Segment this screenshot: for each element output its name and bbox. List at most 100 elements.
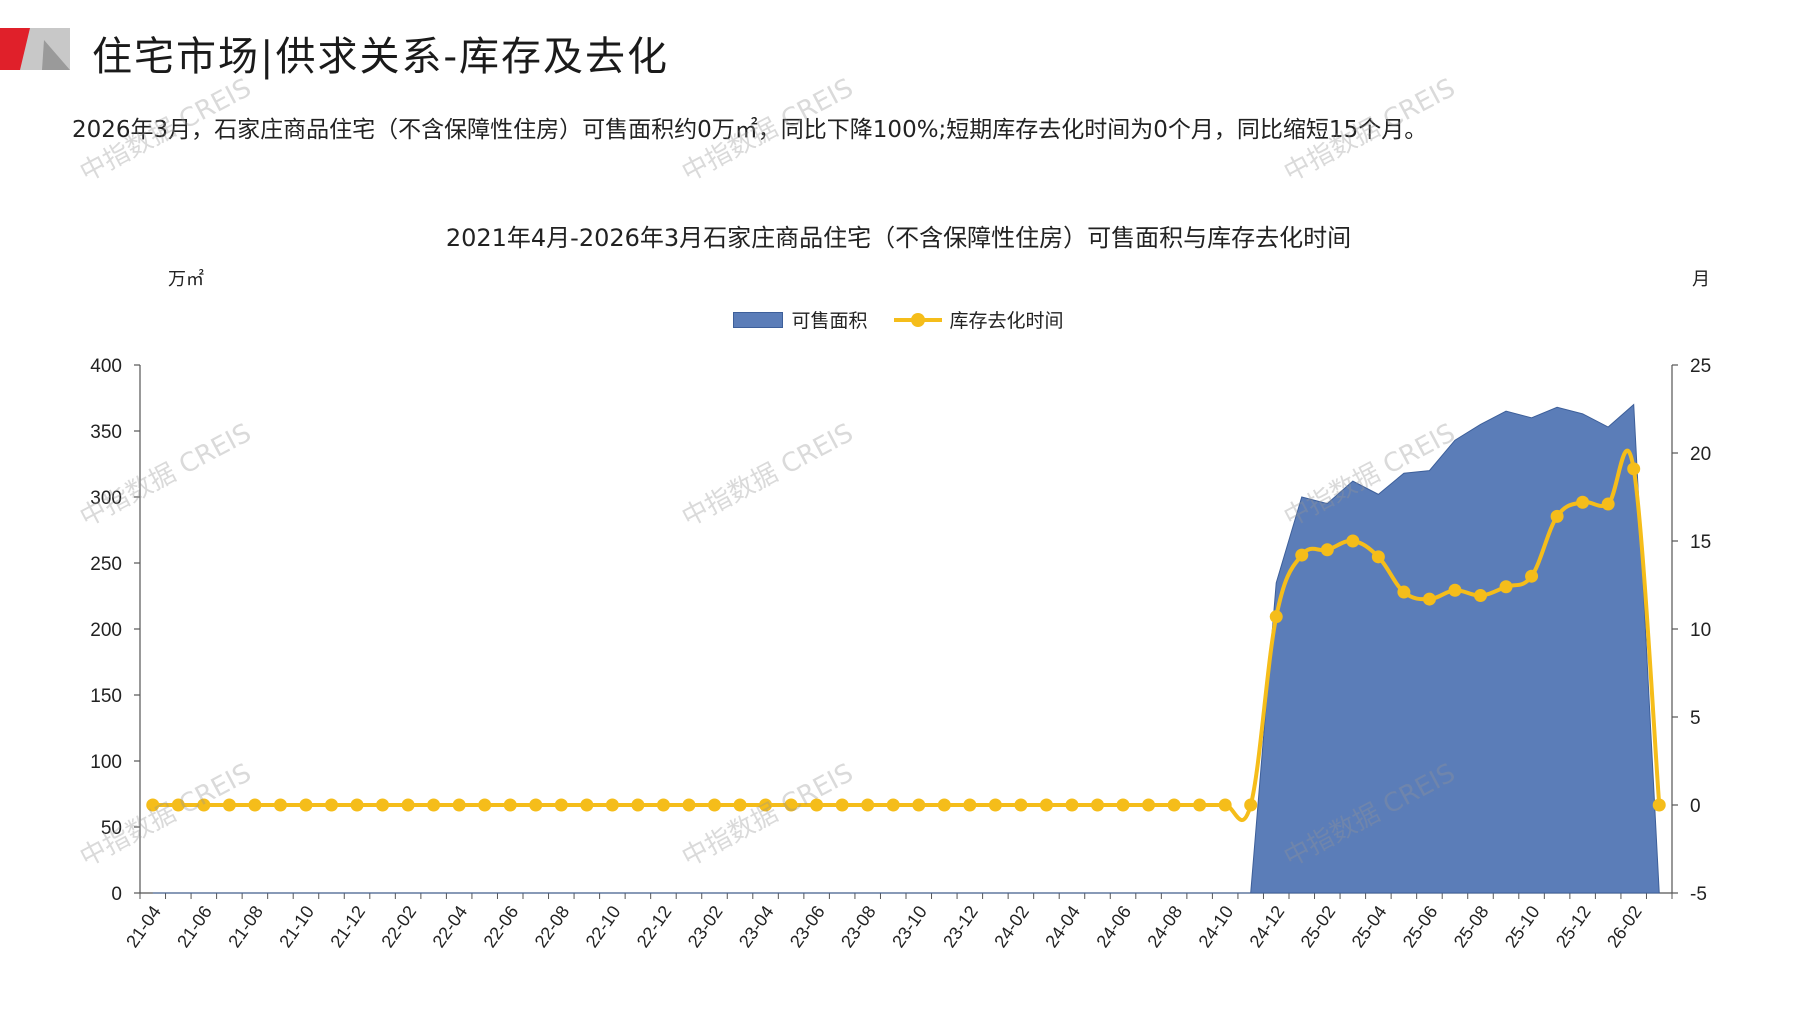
left-tick-label: 300	[90, 488, 122, 509]
chart-title: 2021年4月-2026年3月石家庄商品住宅（不含保障性住房）可售面积与库存去化…	[445, 224, 1352, 252]
line-series-point	[350, 798, 364, 812]
line-series-point	[1652, 798, 1666, 812]
left-axis-unit: 万㎡	[168, 269, 204, 290]
line-series-point	[1550, 509, 1564, 523]
line-series-point	[1525, 569, 1539, 583]
line-series-point	[1142, 798, 1156, 812]
left-tick-label: 0	[111, 884, 122, 905]
legend-area-label: 可售面积	[791, 310, 868, 332]
line-series-point	[325, 798, 338, 812]
line-series-point	[631, 798, 645, 812]
left-tick-label: 350	[90, 422, 122, 443]
line-series-point	[1448, 583, 1462, 597]
line-series-point	[1346, 534, 1360, 548]
line-series-point	[1014, 798, 1028, 812]
x-tick-label: 25-08	[1450, 902, 1493, 951]
right-tick-label: -5	[1690, 884, 1707, 905]
line-series-point	[835, 798, 849, 812]
line-series-point	[1091, 798, 1104, 812]
x-tick-label: 25-10	[1501, 902, 1544, 951]
summary-text: 2026年3月，石家庄商品住宅（不含保障性住房）可售面积约0万㎡，同比下降100…	[72, 117, 1428, 143]
line-series-point	[146, 798, 160, 812]
line-series-point	[376, 798, 390, 812]
right-tick-label: 5	[1690, 708, 1701, 729]
line-series-point	[580, 798, 594, 812]
line-series-point	[963, 798, 977, 812]
left-tick-label: 150	[90, 686, 122, 707]
line-series-point	[1218, 798, 1232, 812]
x-tick-label: 23-06	[786, 902, 829, 951]
area-series-saleable	[152, 403, 1660, 894]
line-series-point	[988, 798, 1002, 812]
left-tick-label: 50	[101, 818, 122, 839]
line-series-point	[452, 798, 466, 812]
x-tick-label: 24-06	[1092, 902, 1135, 951]
line-series-point	[1627, 462, 1641, 476]
line-series-point	[784, 798, 798, 812]
x-tick-label: 22-04	[428, 902, 471, 951]
line-series-point	[1576, 495, 1590, 509]
line-series-point	[1320, 543, 1334, 557]
legend-area-swatch	[733, 311, 784, 328]
line-series-point	[427, 798, 441, 812]
line-series-point	[401, 798, 415, 812]
line-series-point	[886, 798, 900, 812]
line-series-point	[1397, 585, 1411, 599]
line-series-point	[912, 798, 926, 812]
x-tick-label: 21-10	[275, 902, 318, 951]
right-tick-label: 20	[1690, 444, 1711, 465]
line-series-point	[554, 798, 568, 812]
line-series-point	[708, 798, 721, 812]
chart-legend: 可售面积 库存去化时间	[0, 306, 1797, 333]
line-series-point	[1167, 798, 1181, 812]
line-series-point	[197, 798, 211, 812]
left-tick-label: 200	[90, 620, 122, 641]
line-series-point	[171, 798, 185, 812]
x-tick-label: 21-06	[173, 902, 216, 951]
line-series-point	[503, 798, 517, 812]
line-series-point	[1474, 589, 1487, 603]
x-tick-label: 25-02	[1297, 902, 1340, 951]
line-series-point	[1269, 610, 1283, 624]
page-title: 住宅市场|供求关系-库存及去化	[92, 34, 669, 80]
x-tick-label: 23-12	[939, 902, 982, 951]
x-tick-label: 22-08	[531, 902, 574, 951]
line-series-point	[937, 798, 951, 812]
x-tick-label: 23-08	[837, 902, 880, 951]
line-series-point	[759, 798, 773, 812]
x-tick-label: 26-02	[1603, 902, 1646, 951]
right-tick-label: 10	[1690, 620, 1711, 641]
left-tick-label: 250	[90, 554, 122, 575]
line-series-point	[478, 798, 492, 812]
x-tick-label: 21-12	[326, 902, 369, 951]
x-tick-label: 22-10	[582, 902, 625, 951]
x-tick-label: 24-12	[1246, 902, 1289, 951]
line-series-point	[733, 798, 747, 812]
line-series-point	[861, 798, 875, 812]
x-tick-label: 24-02	[990, 902, 1033, 951]
right-tick-label: 0	[1690, 796, 1701, 817]
line-series-point	[222, 798, 236, 812]
legend-line-label: 库存去化时间	[949, 310, 1064, 332]
line-series-point	[273, 798, 287, 812]
line-series-point	[682, 798, 696, 812]
x-tick-label: 22-02	[377, 902, 420, 951]
line-series-point	[1601, 497, 1615, 511]
line-series-point	[1371, 550, 1385, 564]
line-series-point	[1295, 548, 1309, 562]
x-tick-label: 22-06	[480, 902, 523, 951]
left-tick-label: 100	[90, 752, 122, 773]
x-tick-label: 25-04	[1348, 902, 1391, 951]
line-series-point	[810, 798, 824, 812]
brand-logo	[0, 28, 70, 70]
line-series-point	[656, 798, 670, 812]
x-tick-label: 22-12	[633, 902, 676, 951]
line-series-point	[529, 798, 543, 812]
legend-line-swatch	[893, 312, 942, 327]
line-series-point	[1065, 798, 1079, 812]
x-tick-label: 24-04	[1041, 902, 1084, 951]
line-series-point	[299, 798, 313, 812]
x-tick-label: 21-04	[122, 902, 165, 951]
x-tick-label: 23-04	[735, 902, 778, 951]
x-tick-label: 24-10	[1194, 902, 1237, 951]
